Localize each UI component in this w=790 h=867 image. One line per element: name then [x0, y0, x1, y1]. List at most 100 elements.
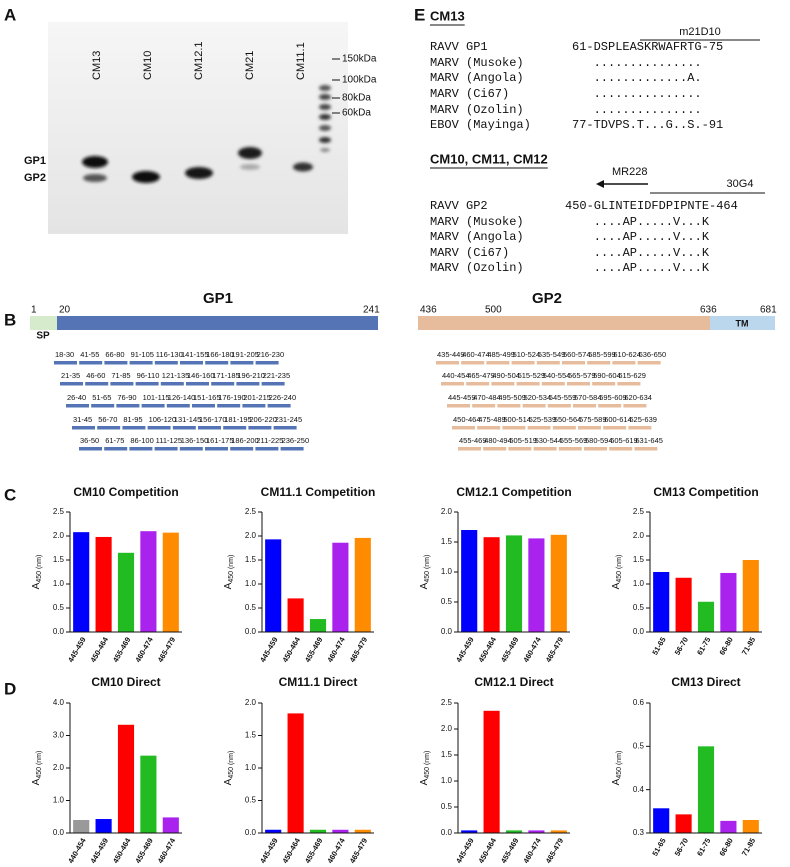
- peptide-bar: [85, 382, 109, 386]
- peptide-label: 625-639: [629, 415, 657, 424]
- peptide-label: 565-579: [568, 371, 596, 380]
- peptide-label: 595-609: [599, 393, 627, 402]
- y-label-main: A: [419, 778, 430, 785]
- peptide-bar: [497, 404, 521, 408]
- x-tick-label: 445-459: [258, 635, 280, 663]
- peptide-label: 615-629: [618, 371, 646, 380]
- peptide-bar: [198, 426, 221, 430]
- chart-title: CM10 Direct: [91, 675, 160, 689]
- peptide-bar: [154, 361, 178, 365]
- x-tick-label: 455-469: [303, 836, 325, 864]
- bar: [162, 532, 179, 632]
- peptide-bar: [458, 447, 481, 451]
- peptide-label: 46-60: [86, 371, 105, 380]
- peptide-label: 81-95: [123, 415, 142, 424]
- peptide-bar: [166, 404, 190, 408]
- y-tick-label: 2.5: [441, 698, 453, 707]
- lane-label: CM11.1: [295, 42, 307, 80]
- domain-label: TM: [736, 318, 749, 328]
- peptide-bar: [110, 382, 134, 386]
- y-label-sub: 450 (nm): [228, 751, 235, 779]
- peptide-label: 636-650: [639, 350, 667, 359]
- peptide-bar: [587, 361, 611, 365]
- bar: [653, 572, 670, 632]
- y-axis-label: A450 (nm): [611, 751, 623, 786]
- y-tick-label: 0.0: [245, 828, 257, 837]
- peptide-label: 51-65: [92, 393, 111, 402]
- peptide-label: 575-589: [579, 415, 607, 424]
- peptide-label: 136-150: [181, 436, 209, 445]
- peptide-bar: [147, 426, 171, 430]
- y-tick-label: 0.0: [441, 627, 453, 636]
- group-title: CM13: [430, 8, 465, 23]
- x-tick-label: 465-479: [348, 836, 370, 864]
- species-name: MARV (Ozolin): [430, 103, 524, 117]
- x-tick-label: 460-474: [133, 635, 155, 664]
- x-tick-label: 71-85: [740, 836, 757, 857]
- peptide-label: 535-549: [538, 350, 566, 359]
- peptide-label: 131-145: [174, 415, 202, 424]
- peptide-label: 555-569: [560, 436, 588, 445]
- bar: [461, 830, 478, 833]
- y-axis-label: A450 (nm): [419, 555, 431, 590]
- x-tick-label: 56-70: [673, 635, 690, 656]
- peptide-bar: [248, 426, 272, 430]
- y-tick-label: 0.0: [53, 627, 65, 636]
- y-tick-label: 2.5: [245, 507, 257, 516]
- marker-label: 80kDa: [342, 93, 371, 104]
- y-axis-label: A450 (nm): [223, 751, 235, 786]
- x-tick-label: 450-464: [476, 635, 498, 664]
- bar: [720, 820, 737, 833]
- panel-label: A: [4, 5, 16, 24]
- x-tick-label: 445-459: [454, 836, 476, 864]
- peptide-bar: [135, 382, 159, 386]
- peptide-label: 181-195: [224, 415, 252, 424]
- bar: [265, 539, 282, 632]
- species-name: MARV (Angola): [430, 230, 524, 244]
- peptide-label: 475-489: [478, 415, 506, 424]
- peptide-label: 585-599: [588, 350, 616, 359]
- y-tick-label: 2.0: [53, 531, 65, 540]
- peptide-bar: [261, 382, 285, 386]
- peptide-bar: [573, 404, 596, 408]
- peptide-label: 450-464: [453, 415, 481, 424]
- peptide-bar: [236, 382, 260, 386]
- peptide-bar: [562, 361, 585, 365]
- peptide-label: 86-100: [130, 436, 153, 445]
- peptide-label: 166-180: [206, 350, 234, 359]
- bar-chart: CM13 Direct A450 (nm) 0.3 0.4 0.5 0.6 51-65 56-…: [611, 675, 762, 858]
- band: [185, 167, 213, 179]
- peptide-label: 465-479: [467, 371, 495, 380]
- peptide-label: 605-619: [610, 436, 638, 445]
- bar: [265, 829, 282, 833]
- peptide-bar: [603, 426, 627, 430]
- x-tick-label: 445-459: [258, 836, 280, 864]
- marker-label: 150kDa: [342, 54, 377, 65]
- peptide-bar: [634, 447, 658, 451]
- panel-label: D: [4, 679, 16, 698]
- y-tick-label: 1.0: [245, 763, 257, 772]
- peptide-bar: [612, 361, 636, 365]
- ladder-band: [320, 148, 330, 152]
- bar: [73, 820, 90, 833]
- peptide-bar: [522, 404, 546, 408]
- peptide-bar: [72, 426, 95, 430]
- x-tick-label: 450-464: [88, 635, 110, 664]
- bar: [287, 598, 304, 632]
- peptide-bar: [154, 447, 178, 451]
- peptide-bar: [511, 361, 535, 365]
- peptide-label: 191-205: [231, 350, 259, 359]
- peptide-bar: [491, 382, 515, 386]
- y-tick-label: 2.0: [245, 698, 257, 707]
- peptide-label: 206-220: [249, 415, 277, 424]
- peptide-bar: [179, 447, 203, 451]
- y-label-main: A: [611, 778, 622, 785]
- peptide-bar: [623, 404, 647, 408]
- lane-label: CM12.1: [193, 41, 205, 80]
- peptide-label: 600-614: [604, 415, 632, 424]
- sp-domain: [30, 316, 57, 330]
- peptide-bar: [617, 382, 641, 386]
- peptide-bar: [541, 382, 565, 386]
- peptide-label: 146-160: [187, 371, 215, 380]
